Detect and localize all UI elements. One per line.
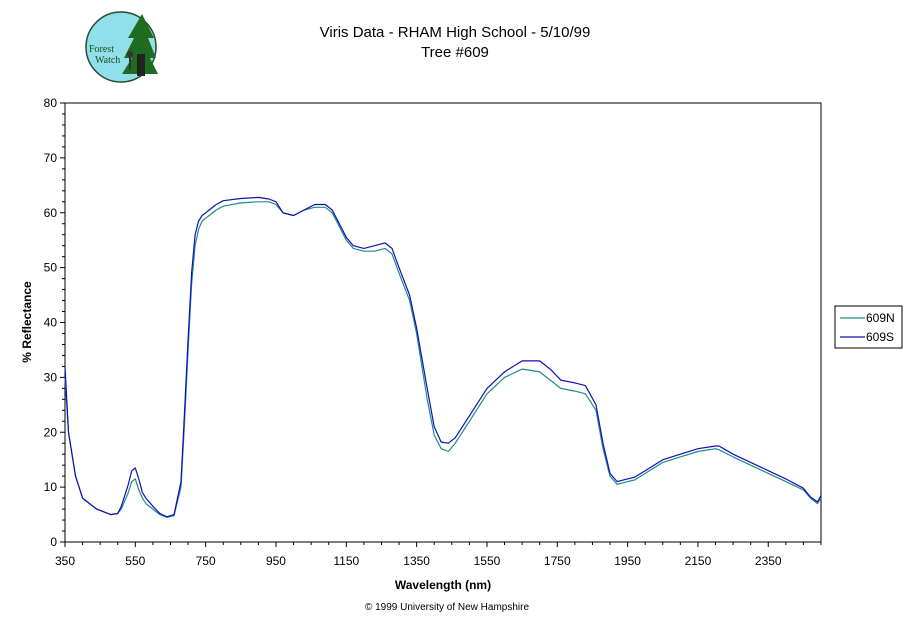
- y-tick-label: 20: [44, 425, 58, 439]
- logo-text-line1: Forest: [89, 44, 114, 55]
- logo-trunk-icon: [137, 54, 145, 76]
- x-tick-label: 1550: [474, 554, 501, 568]
- x-tick-label: 1750: [544, 554, 571, 568]
- logo-tree-icon: [122, 14, 158, 74]
- x-tick-label: 350: [55, 554, 75, 568]
- plot-area: [64, 102, 822, 543]
- x-tick-label: 750: [196, 554, 216, 568]
- y-tick-label: 70: [44, 151, 58, 165]
- x-tick-label: 2350: [755, 554, 782, 568]
- legend-entry-609S: 609S: [866, 330, 894, 344]
- y-tick-label: 0: [50, 535, 57, 549]
- series-line-609N: [64, 201, 822, 518]
- x-tick-label: 1350: [403, 554, 430, 568]
- forest-watch-logo: Forest Watch: [85, 11, 158, 83]
- legend: 609N 609S: [834, 305, 903, 349]
- series-line-609S: [64, 196, 822, 518]
- y-tick-label: 80: [44, 96, 58, 110]
- logo-text-line2: Watch: [95, 55, 120, 66]
- x-tick-label: 550: [125, 554, 145, 568]
- axis-ticks: 0 10 20 30 40 50 60 70 80 350 550 750 950 1150 1350 155…: [44, 96, 822, 568]
- y-tick-label: 40: [44, 316, 58, 330]
- logo-person-icon: [127, 51, 133, 57]
- x-axis-label: Wavelength (nm): [395, 578, 491, 592]
- legend-entry-609N: 609N: [866, 311, 895, 325]
- x-tick-label: 1150: [333, 554, 359, 568]
- y-tick-label: 10: [44, 480, 58, 494]
- x-tick-label: 950: [266, 554, 286, 568]
- x-tick-label: 2150: [685, 554, 712, 568]
- y-tick-label: 60: [44, 206, 58, 220]
- copyright-text: © 1999 University of New Hampshire: [365, 602, 530, 613]
- y-tick-label: 30: [44, 370, 58, 384]
- y-tick-label: 50: [44, 261, 58, 275]
- chart-title: Viris Data - RHAM High School - 5/10/99: [320, 24, 591, 41]
- legend-box: [834, 305, 903, 349]
- series-layer: [64, 196, 822, 518]
- x-tick-label: 1950: [614, 554, 641, 568]
- y-axis-label: % Reflectance: [20, 281, 34, 363]
- chart-subtitle: Tree #609: [421, 44, 489, 61]
